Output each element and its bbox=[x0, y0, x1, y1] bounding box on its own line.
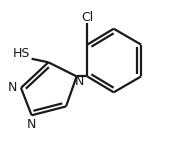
Text: N: N bbox=[7, 81, 17, 94]
Text: HS: HS bbox=[13, 47, 31, 60]
Text: N: N bbox=[27, 118, 36, 131]
Text: N: N bbox=[75, 75, 85, 88]
Text: Cl: Cl bbox=[81, 11, 93, 24]
